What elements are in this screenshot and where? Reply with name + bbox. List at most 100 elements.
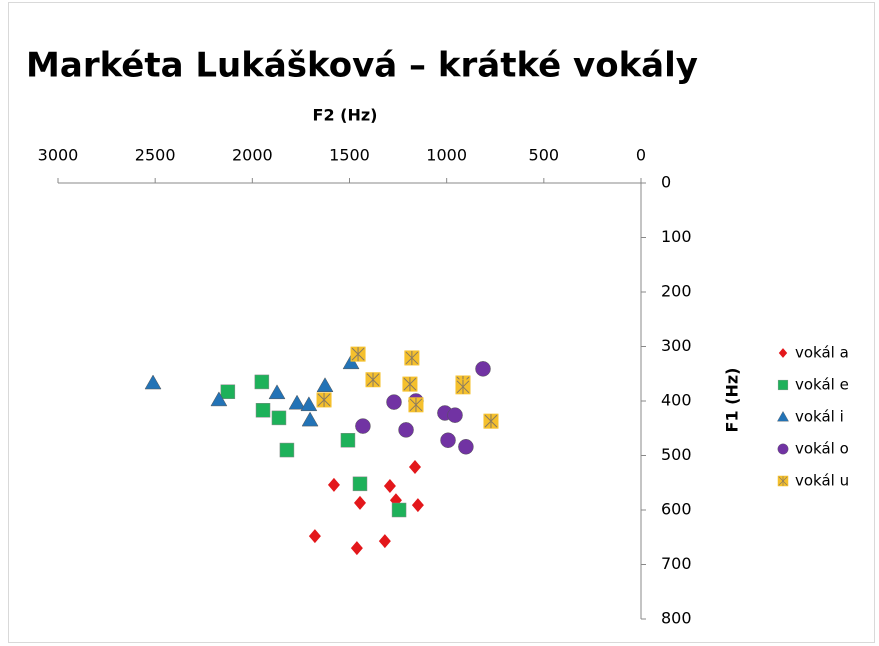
point-shape xyxy=(409,397,423,412)
chart-border xyxy=(8,2,875,643)
point-shape xyxy=(300,396,318,412)
point-shape xyxy=(342,354,360,370)
point-shape xyxy=(440,432,456,448)
x-axis-title: F2 (Hz) xyxy=(313,106,378,125)
point-shape xyxy=(271,410,287,426)
point-shape xyxy=(403,377,417,392)
point-shape xyxy=(378,534,391,549)
x-tick-label: 2000 xyxy=(232,146,273,165)
x-tick-label: 0 xyxy=(636,146,646,165)
point-shape xyxy=(301,411,319,427)
point-shape xyxy=(317,392,331,407)
y-tick-label: 600 xyxy=(661,500,692,519)
point xyxy=(350,541,363,556)
point-shape xyxy=(447,407,463,423)
x-tick-label: 2500 xyxy=(135,146,176,165)
y-tick-label: 800 xyxy=(661,609,692,628)
legend-label: vokál i xyxy=(795,408,844,426)
point xyxy=(475,361,491,377)
point xyxy=(279,442,295,458)
point-shape xyxy=(484,414,498,429)
x-tick-label: 1000 xyxy=(426,146,467,165)
legend-marker xyxy=(777,475,789,487)
y-tick-label: 500 xyxy=(661,445,692,464)
point xyxy=(255,403,271,418)
point xyxy=(378,534,391,549)
x-tick-label: 1500 xyxy=(329,146,370,165)
legend-marker-shape xyxy=(777,443,789,455)
point-shape xyxy=(408,459,421,474)
point-shape xyxy=(279,442,295,458)
point-shape xyxy=(144,374,162,390)
point xyxy=(408,397,424,413)
point xyxy=(447,407,463,423)
y-tick-label: 400 xyxy=(661,391,692,410)
legend-marker-shape xyxy=(777,379,789,391)
point-shape xyxy=(386,394,402,410)
point xyxy=(458,439,474,455)
point xyxy=(268,384,286,400)
legend-marker-shape xyxy=(778,476,788,486)
point xyxy=(271,410,287,426)
point-shape xyxy=(456,379,470,394)
point xyxy=(483,413,499,429)
legend-marker xyxy=(777,411,789,422)
point xyxy=(350,346,366,362)
point xyxy=(220,384,236,399)
point-shape xyxy=(405,350,419,365)
point xyxy=(210,391,228,407)
point xyxy=(355,418,371,434)
y-tick-label: 0 xyxy=(661,173,671,192)
point-shape xyxy=(366,372,380,387)
point-shape xyxy=(475,361,491,377)
point-shape xyxy=(268,384,286,400)
point-shape xyxy=(255,403,271,418)
point xyxy=(411,498,424,513)
x-tick-label: 3000 xyxy=(38,146,79,165)
point-shape xyxy=(353,495,366,510)
legend-marker-shape xyxy=(778,348,788,358)
point-shape xyxy=(340,432,356,448)
point xyxy=(316,377,334,392)
point xyxy=(391,502,407,518)
point-shape xyxy=(351,347,365,362)
point xyxy=(408,459,421,474)
point xyxy=(440,432,456,448)
point xyxy=(386,394,402,410)
y-tick-label: 700 xyxy=(661,554,692,573)
point xyxy=(327,477,340,492)
point xyxy=(455,379,471,395)
point xyxy=(316,392,332,408)
y-tick-label: 100 xyxy=(661,227,692,246)
point xyxy=(404,350,420,366)
point xyxy=(301,411,319,427)
legend-marker xyxy=(777,379,789,391)
point-shape xyxy=(327,477,340,492)
y-axis-title: F1 (Hz) xyxy=(723,368,742,433)
point xyxy=(383,479,396,494)
legend-label: vokál u xyxy=(795,472,849,490)
point-shape xyxy=(398,422,414,438)
point xyxy=(144,374,162,390)
point xyxy=(254,374,270,390)
point xyxy=(352,476,368,492)
point-shape xyxy=(391,502,407,518)
point xyxy=(398,422,414,438)
point xyxy=(402,376,418,392)
point xyxy=(353,495,366,510)
point-shape xyxy=(210,391,228,407)
point-shape xyxy=(350,541,363,556)
legend-label: vokál o xyxy=(795,440,849,458)
point-shape xyxy=(254,374,270,390)
point-shape xyxy=(411,498,424,513)
point xyxy=(308,529,321,544)
point-shape xyxy=(220,384,236,399)
y-tick-label: 300 xyxy=(661,336,692,355)
legend-marker xyxy=(777,443,789,455)
point xyxy=(342,354,360,370)
point-shape xyxy=(383,479,396,494)
point xyxy=(288,394,306,410)
x-tick-label: 500 xyxy=(529,146,560,165)
